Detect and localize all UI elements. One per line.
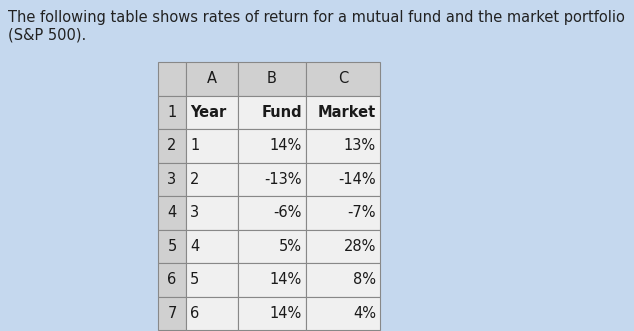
Text: -14%: -14% xyxy=(339,172,376,187)
Bar xyxy=(158,96,186,129)
Text: 6: 6 xyxy=(167,272,177,287)
Bar xyxy=(158,62,186,96)
Text: A: A xyxy=(207,71,217,86)
Bar xyxy=(158,196,186,229)
Text: 14%: 14% xyxy=(269,138,302,153)
Bar xyxy=(238,163,306,196)
Bar xyxy=(238,129,306,163)
Text: 28%: 28% xyxy=(344,239,376,254)
Bar xyxy=(186,297,238,330)
Text: 3: 3 xyxy=(190,205,199,220)
Bar xyxy=(306,297,380,330)
Bar xyxy=(158,297,186,330)
Text: 14%: 14% xyxy=(269,306,302,321)
Bar xyxy=(186,196,238,229)
Text: C: C xyxy=(338,71,348,86)
Bar xyxy=(186,229,238,263)
Bar xyxy=(238,62,306,96)
Text: -13%: -13% xyxy=(264,172,302,187)
Bar xyxy=(238,263,306,297)
Text: 1: 1 xyxy=(190,138,199,153)
Bar xyxy=(158,229,186,263)
Bar xyxy=(306,129,380,163)
Bar xyxy=(158,129,186,163)
Text: 4%: 4% xyxy=(353,306,376,321)
Bar xyxy=(158,163,186,196)
Bar xyxy=(306,163,380,196)
Bar xyxy=(306,229,380,263)
Text: 8%: 8% xyxy=(353,272,376,287)
Text: 7: 7 xyxy=(167,306,177,321)
Text: 5%: 5% xyxy=(279,239,302,254)
Text: 2: 2 xyxy=(167,138,177,153)
Text: 14%: 14% xyxy=(269,272,302,287)
Bar xyxy=(238,96,306,129)
Bar xyxy=(158,263,186,297)
Bar xyxy=(186,96,238,129)
Text: 2: 2 xyxy=(190,172,199,187)
Text: 13%: 13% xyxy=(344,138,376,153)
Bar xyxy=(306,62,380,96)
Bar xyxy=(306,263,380,297)
Text: 4: 4 xyxy=(167,205,177,220)
Bar xyxy=(186,62,238,96)
Bar xyxy=(306,96,380,129)
Text: 5: 5 xyxy=(190,272,199,287)
Text: Fund: Fund xyxy=(261,105,302,120)
Bar xyxy=(186,263,238,297)
Bar xyxy=(238,229,306,263)
Text: B: B xyxy=(267,71,277,86)
Bar xyxy=(238,196,306,229)
Bar xyxy=(186,129,238,163)
Text: (S&P 500).: (S&P 500). xyxy=(8,28,86,43)
Text: 4: 4 xyxy=(190,239,199,254)
Text: The following table shows rates of return for a mutual fund and the market portf: The following table shows rates of retur… xyxy=(8,10,625,25)
Bar xyxy=(306,196,380,229)
Text: 1: 1 xyxy=(167,105,177,120)
Text: 3: 3 xyxy=(167,172,176,187)
Text: Market: Market xyxy=(318,105,376,120)
Bar xyxy=(238,297,306,330)
Bar xyxy=(186,163,238,196)
Text: 5: 5 xyxy=(167,239,177,254)
Text: -7%: -7% xyxy=(347,205,376,220)
Text: Year: Year xyxy=(190,105,226,120)
Text: -6%: -6% xyxy=(274,205,302,220)
Text: 6: 6 xyxy=(190,306,199,321)
